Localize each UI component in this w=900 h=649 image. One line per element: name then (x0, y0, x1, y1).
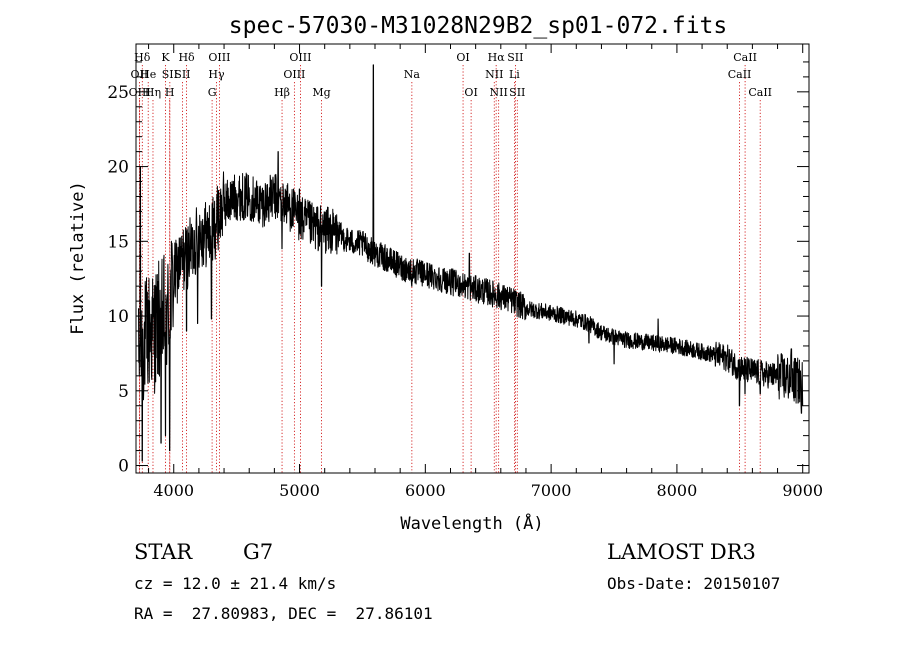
y-tick-label: 25 (107, 83, 129, 103)
line-marker-label: OI (456, 51, 469, 64)
line-marker-label: OI (464, 86, 477, 99)
y-tick-label: 20 (107, 158, 129, 178)
survey-name: LAMOST DR3 (607, 540, 756, 564)
line-markers (138, 65, 761, 473)
line-marker-label: Hδ (178, 51, 195, 64)
line-marker-label: SII (174, 68, 190, 81)
line-marker-label: Hδ (134, 51, 151, 64)
line-marker-label: Hα (488, 51, 506, 64)
line-marker-label: K (161, 51, 170, 64)
x-axis-label: Wavelength (Å) (400, 512, 543, 534)
y-tick-label: 5 (118, 382, 129, 402)
x-tick-label: 6000 (405, 481, 446, 500)
plot-axes (135, 43, 810, 474)
x-tick-labels: 4000 5000 6000 7000 8000 9000 (153, 481, 823, 500)
line-marker-label: OIII (289, 51, 311, 64)
line-marker-label: Hγ (208, 68, 225, 81)
spectrum-line (138, 64, 804, 462)
y-tick-label: 0 (118, 457, 129, 477)
line-marker-label: NII (485, 68, 503, 81)
line-marker-label: OII (131, 68, 149, 81)
line-marker-label: NII (490, 86, 508, 99)
y-axis-label: Flux (relative) (68, 181, 88, 335)
object-class: STAR (134, 540, 193, 564)
chart-title: spec-57030-M31028N29B2_sp01-072.fits (229, 13, 728, 39)
plot-frame (135, 43, 810, 474)
line-marker-label: CaII (733, 51, 757, 64)
line-marker-label: OIII (208, 51, 230, 64)
line-marker-label: CaII (728, 68, 752, 81)
x-tick-label: 8000 (657, 481, 698, 500)
line-marker-label: OIII (129, 86, 151, 99)
redshift-velocity: cz = 12.0 ± 21.4 km/s (134, 574, 337, 593)
line-marker-label: G (208, 86, 217, 99)
x-tick-label: 7000 (531, 481, 572, 500)
y-tick-labels: 0 5 10 15 20 25 (107, 83, 129, 477)
line-marker-label: Hβ (274, 86, 290, 99)
line-marker-label: SII (162, 68, 178, 81)
line-marker-label: He (140, 68, 156, 81)
line-marker-label: CaII (748, 86, 772, 99)
line-marker-label: Hη (145, 86, 161, 99)
y-tick-label: 10 (107, 307, 129, 327)
line-marker-label: H (165, 86, 175, 99)
y-tick-label: 15 (107, 232, 129, 252)
x-tick-label: 5000 (279, 481, 320, 500)
line-marker-label: Mg (312, 86, 330, 99)
line-marker-label: Li (509, 68, 520, 81)
x-tick-label: 9000 (782, 481, 823, 500)
line-marker-label: SII (509, 86, 525, 99)
x-tick-label: 4000 (153, 481, 194, 500)
observation-date: Obs-Date: 20150107 (607, 574, 781, 593)
line-marker-label: OIII (283, 68, 305, 81)
object-subclass: G7 (243, 540, 274, 564)
line-marker-label: Na (404, 68, 421, 81)
coordinates: RA = 27.80983, DEC = 27.86101 (134, 604, 433, 623)
line-marker-label: SII (507, 51, 523, 64)
